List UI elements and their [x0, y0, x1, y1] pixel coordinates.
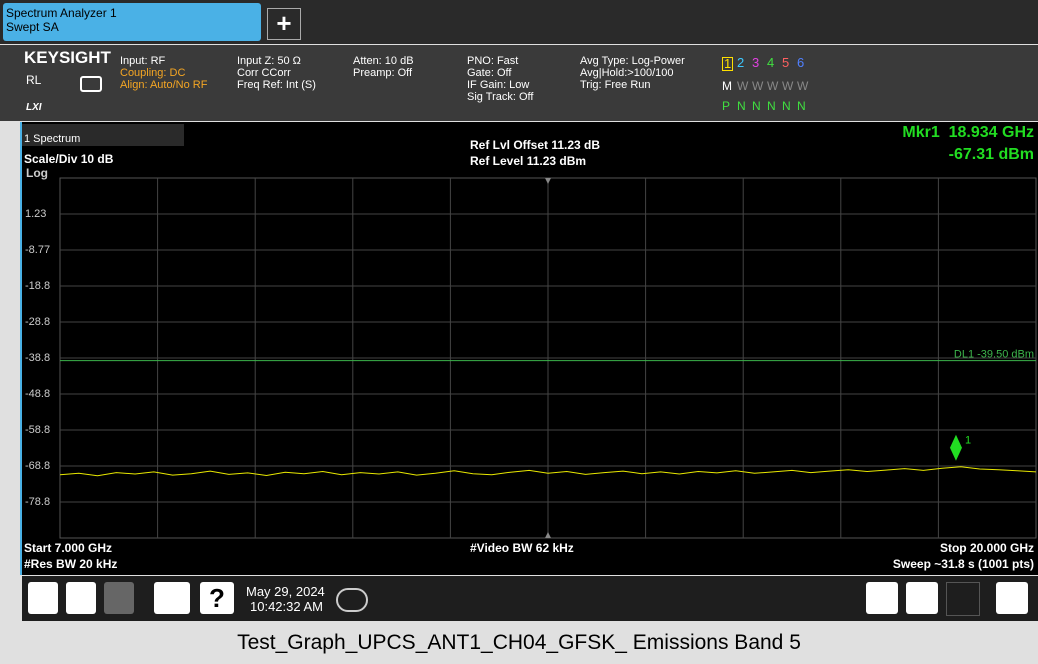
- trace-number[interactable]: 3: [752, 55, 760, 70]
- setting-text: Corr CCorr: [237, 67, 291, 79]
- time: 10:42:32 AM: [250, 599, 323, 614]
- setting-text: Sig Track: Off: [467, 91, 534, 103]
- rl-label: RL: [26, 73, 42, 87]
- stop-frequency: Stop 20.000 GHz: [939, 541, 1034, 555]
- y-tick-label: -58.8: [25, 424, 50, 436]
- tab[interactable]: [3, 3, 261, 41]
- tab-title: Spectrum Analyzer 1: [6, 6, 117, 20]
- res-bw: #Res BW 20 kHz: [24, 557, 118, 571]
- y-tick-label: 1.23: [25, 208, 46, 220]
- layout-button[interactable]: [866, 582, 898, 614]
- marker: [949, 434, 962, 461]
- setting-text: Gate: Off: [467, 67, 512, 79]
- ref-level: Ref Level 11.23 dBm: [470, 154, 587, 168]
- trace-detector: N: [737, 99, 746, 113]
- trace-mode: W: [737, 79, 749, 93]
- marker-amplitude: -67.31 dBm: [948, 146, 1034, 163]
- setting-text: Freq Ref: Int (S): [237, 79, 316, 91]
- tab-subtitle: Swept SA: [6, 20, 59, 34]
- y-tick-label: -68.8: [25, 460, 50, 472]
- trace-mode: W: [767, 79, 779, 93]
- remote-icon: [80, 76, 102, 92]
- date: May 29, 2024: [246, 584, 325, 599]
- setting-text: PNO: Fast: [467, 55, 519, 67]
- y-tick-label: -18.8: [25, 280, 50, 292]
- y-tick-label: -78.8: [25, 496, 50, 508]
- video-bw: #Video BW 62 kHz: [470, 541, 574, 555]
- trace-number[interactable]: 2: [737, 55, 745, 70]
- trace-detector: N: [767, 99, 776, 113]
- setting-text: Input Z: 50 Ω: [237, 55, 301, 67]
- fullscreen-button[interactable]: [996, 582, 1028, 614]
- panel-background: [20, 122, 1038, 575]
- redo-button[interactable]: [104, 582, 134, 614]
- setting-text: Atten: 10 dB: [353, 55, 414, 67]
- trace-mode: W: [782, 79, 794, 93]
- ref-arrow: [545, 178, 551, 184]
- trace-detector: N: [797, 99, 806, 113]
- trace-mode: W: [752, 79, 764, 93]
- trace-mode: M: [722, 79, 732, 93]
- graph: 1.23 -8.77 -18.8 -28.8 -38.8 -48.8 -58.8 -68.8 -…: [20, 122, 1038, 575]
- setting-text: Preamp: Off: [353, 67, 413, 79]
- setting-text: Align: Auto/No RF: [120, 79, 208, 91]
- y-tick-label: -48.8: [25, 388, 50, 400]
- lxi-label: LXI: [26, 102, 42, 113]
- log-label: Log: [26, 166, 48, 180]
- trace-mode: W: [797, 79, 809, 93]
- help-button[interactable]: ?: [200, 582, 234, 614]
- setting-text: Input: RF: [120, 55, 166, 67]
- trace-number[interactable]: 1: [722, 56, 734, 71]
- undo-button[interactable]: [66, 582, 96, 614]
- settings-bar: [0, 45, 1038, 121]
- setting-text: Avg|Hold:>100/100: [580, 67, 674, 79]
- ref-arrow-bottom: [545, 532, 551, 538]
- y-tick-label: -8.77: [25, 244, 50, 256]
- start-frequency: Start 7.000 GHz: [24, 541, 113, 555]
- windows-button[interactable]: [28, 582, 58, 614]
- setting-text: Coupling: DC: [120, 67, 186, 79]
- display-line-label: DL1 -39.50 dBm: [954, 349, 1034, 361]
- setting-text: IF Gain: Low: [467, 79, 530, 91]
- window-button[interactable]: [946, 582, 980, 616]
- trace-detector: P: [722, 99, 731, 113]
- ref-offset: Ref Lvl Offset 11.23 dB: [470, 138, 601, 152]
- touch-button[interactable]: [906, 582, 938, 614]
- panel-name[interactable]: 1 Spectrum: [24, 129, 80, 147]
- trace-detector: N: [782, 99, 791, 113]
- trace-detector: N: [752, 99, 761, 113]
- file-button[interactable]: [154, 582, 190, 614]
- trace: [59, 466, 1037, 477]
- trace-number[interactable]: 5: [782, 55, 790, 70]
- setting-text: Trig: Free Run: [580, 79, 651, 91]
- add-tab-button[interactable]: +: [267, 8, 301, 40]
- y-tick-label: -28.8: [25, 316, 50, 328]
- panel-dropdown: [22, 124, 184, 146]
- panel-border: [20, 122, 22, 575]
- y-tick-label: -38.8: [25, 352, 50, 364]
- caption: Test_Graph_UPCS_ANT1_CH04_GFSK_ Emission…: [237, 631, 801, 654]
- trace-number[interactable]: 6: [797, 55, 805, 70]
- chat-button[interactable]: [336, 588, 368, 612]
- sweep: Sweep ~31.8 s (1001 pts): [892, 557, 1034, 571]
- brand: KEYSIGHT: [24, 48, 111, 67]
- setting-text: Avg Type: Log-Power: [580, 55, 685, 67]
- trace-number[interactable]: 4: [767, 55, 775, 70]
- marker-label: 1: [965, 435, 971, 447]
- panel-name-text: 1 Spectrum: [24, 133, 81, 145]
- marker-frequency: Mkr1 18.934 GHz: [902, 124, 1034, 141]
- scale: Scale/Div 10 dB: [24, 152, 114, 166]
